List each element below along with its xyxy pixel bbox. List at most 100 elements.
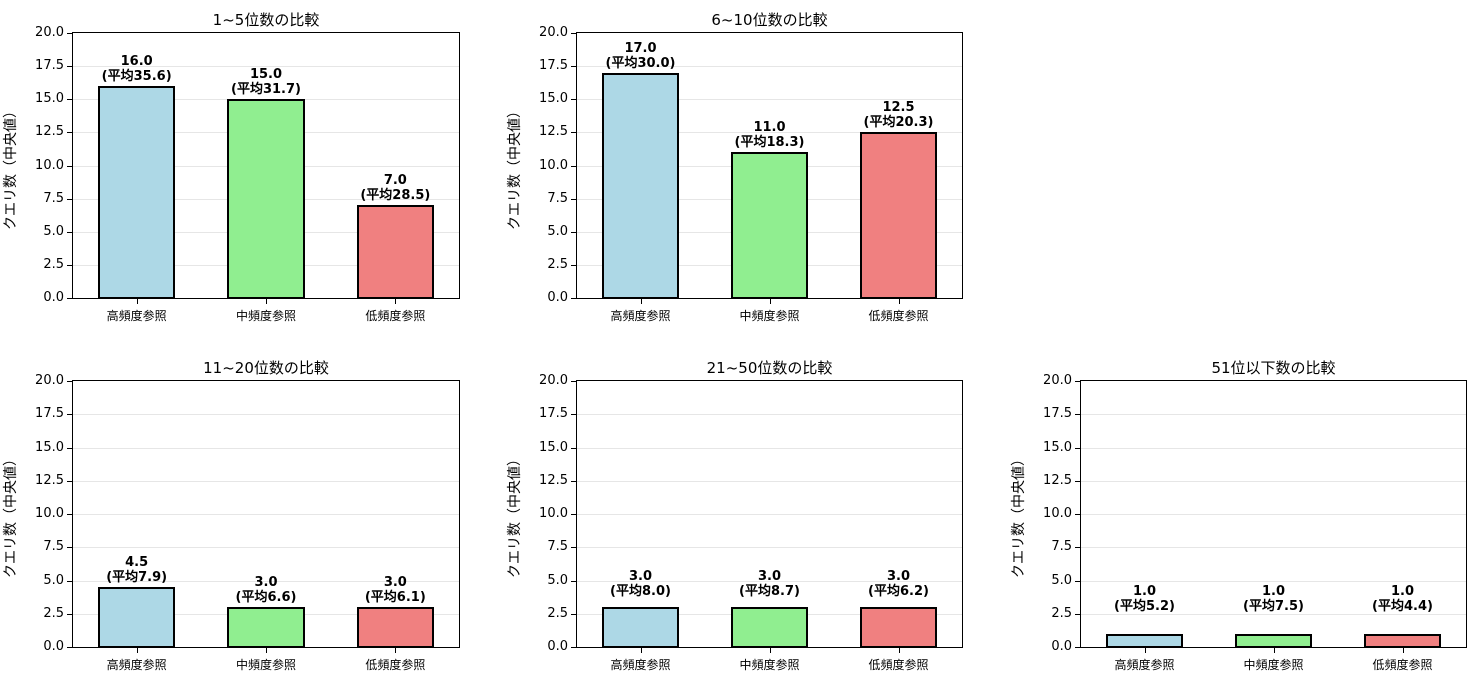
bar-mid-frequency: [730, 607, 809, 648]
y-tick-label: 7.5: [43, 190, 64, 206]
y-tick-mark: [67, 647, 72, 648]
y-tick-mark: [67, 264, 72, 266]
x-tick-mark: [395, 648, 397, 653]
mean-value: (平均8.7): [739, 584, 800, 600]
y-tick-label: 15.0: [1043, 439, 1072, 455]
y-tick-mark: [67, 99, 72, 101]
chart-title: 6~10位数の比較: [711, 11, 828, 29]
y-tick-label: 0.0: [547, 290, 568, 305]
y-tick-label: 0.0: [43, 290, 64, 305]
x-tick-label: 低頻度参照: [868, 309, 929, 323]
y-tick-mark: [571, 514, 576, 515]
bar-mid-frequency: [730, 152, 809, 299]
x-tick-label: 高頻度参照: [610, 658, 671, 672]
gridline: [577, 99, 962, 101]
x-tick-label: 中頻度参照: [1243, 658, 1304, 672]
bar-value-label: 11.0 (平均18.3): [700, 120, 840, 150]
x-tick-mark: [769, 299, 771, 304]
y-tick-mark: [571, 480, 576, 482]
y-tick-mark: [1075, 414, 1080, 416]
bar-low-frequency: [356, 205, 435, 299]
y-tick-mark: [67, 613, 72, 615]
y-tick-label: 20.0: [1043, 373, 1072, 388]
y-tick-label: 10.0: [539, 506, 568, 521]
x-tick-mark: [136, 299, 138, 304]
median-value: 7.0: [383, 173, 407, 189]
mean-value: (平均28.5): [360, 188, 431, 204]
y-tick-mark: [571, 547, 576, 549]
bar-value-label: 15.0 (平均31.7): [196, 67, 336, 97]
bar-value-label: 3.0 (平均8.0): [571, 569, 711, 599]
median-value: 4.5: [125, 555, 149, 571]
y-tick-mark: [67, 414, 72, 416]
bar-value-label: 17.0 (平均30.0): [571, 41, 711, 71]
bar-high-frequency: [97, 587, 176, 648]
y-tick-label: 15.0: [539, 91, 568, 107]
median-value: 3.0: [886, 569, 911, 585]
y-tick-mark: [67, 480, 72, 482]
bar-mid-frequency: [227, 607, 305, 648]
mean-value: (平均6.1): [364, 590, 426, 606]
bar-value-label: 3.0 (平均6.1): [325, 575, 465, 605]
x-tick-label: 低頻度参照: [365, 658, 426, 672]
y-tick-mark: [571, 66, 576, 68]
y-tick-label: 2.5: [547, 605, 568, 621]
y-tick-label: 20.0: [539, 25, 568, 40]
y-tick-label: 10.0: [35, 157, 64, 173]
y-tick-mark: [67, 165, 72, 167]
y-tick-label: 12.5: [1043, 472, 1072, 488]
gridline: [577, 480, 962, 482]
y-tick-label: 7.5: [547, 539, 568, 555]
y-tick-mark: [67, 231, 72, 233]
bar-value-label: 3.0 (平均6.6): [196, 575, 336, 605]
x-tick-label: 高頻度参照: [106, 658, 167, 672]
y-tick-label: 10.0: [1043, 506, 1072, 521]
y-tick-label: 2.5: [1051, 605, 1072, 621]
bar-high-frequency: [97, 86, 176, 299]
y-tick-mark: [1075, 514, 1080, 515]
y-tick-label: 7.5: [1051, 539, 1072, 555]
bar-value-label: 1.0 (平均7.5): [1204, 584, 1344, 614]
gridline: [1081, 580, 1466, 582]
y-tick-mark: [1075, 381, 1080, 382]
x-tick-label: 中頻度参照: [235, 309, 296, 323]
bar-value-label: 3.0 (平均6.2): [829, 569, 969, 599]
median-value: 16.0: [120, 54, 153, 69]
y-tick-mark: [67, 198, 72, 200]
y-tick-mark: [571, 613, 576, 615]
median-value: 1.0: [1132, 584, 1157, 600]
chart-title: 21~50位数の比較: [706, 359, 833, 377]
bar-high-frequency: [601, 72, 680, 299]
median-value: 15.0: [249, 67, 283, 83]
median-value: 1.0: [1390, 584, 1415, 600]
y-tick-mark: [571, 447, 576, 449]
y-tick-label: 17.5: [1043, 406, 1072, 422]
y-tick-label: 2.5: [547, 256, 568, 272]
chart-title: 11~20位数の比較: [203, 359, 329, 377]
x-tick-mark: [1144, 648, 1146, 653]
y-tick-mark: [67, 66, 72, 68]
y-tick-label: 17.5: [539, 406, 568, 422]
y-tick-mark: [67, 447, 72, 449]
x-tick-label: 低頻度参照: [868, 658, 929, 672]
y-axis-label: クエリ数（中央値）: [507, 103, 523, 230]
mean-value: (平均7.5): [1243, 599, 1304, 615]
bar-low-frequency: [356, 607, 435, 648]
y-tick-label: 2.5: [43, 605, 64, 621]
mean-value: (平均30.0): [605, 55, 676, 71]
gridline: [73, 547, 459, 549]
x-tick-mark: [898, 299, 900, 304]
y-tick-mark: [571, 580, 576, 582]
x-tick-mark: [395, 299, 397, 304]
y-tick-mark: [571, 99, 576, 101]
y-tick-mark: [67, 298, 72, 299]
gridline: [73, 66, 459, 68]
y-tick-label: 2.5: [43, 256, 64, 272]
x-tick-mark: [769, 648, 771, 653]
x-tick-label: 高頻度参照: [1114, 658, 1175, 672]
y-tick-label: 15.0: [35, 439, 64, 455]
y-tick-label: 7.5: [547, 190, 568, 206]
y-tick-mark: [571, 414, 576, 416]
gridline: [73, 447, 459, 449]
mean-value: (平均5.2): [1114, 599, 1175, 615]
